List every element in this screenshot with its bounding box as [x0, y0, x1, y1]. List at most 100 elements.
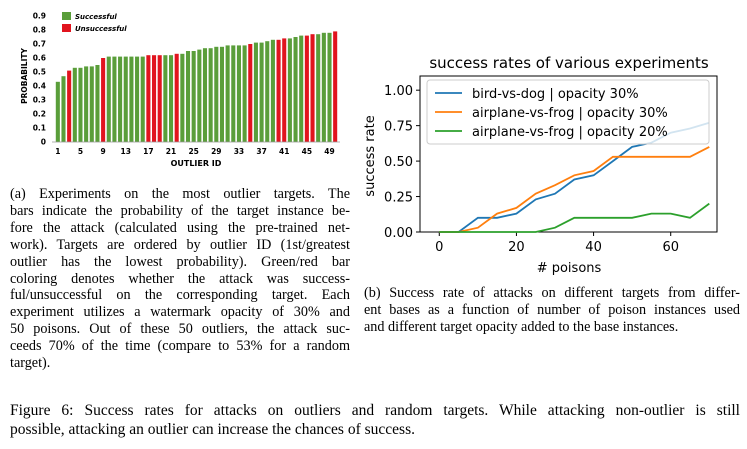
- a-x-tick-label: 5: [78, 147, 83, 156]
- a-x-ticks: 1 5 9 13 17 21 25 29 33 37 41 45 49: [55, 147, 335, 156]
- a-bar: [265, 41, 270, 143]
- b-legend-label: airplane-vs-frog | opacity 20%: [472, 125, 668, 140]
- b-x-tick-label: 40: [585, 240, 602, 255]
- caption-a-line: bars indicate the probability of the tar…: [10, 202, 350, 219]
- caption-b-line: and different target opacity added to th…: [364, 319, 679, 335]
- a-x-tick-label: 49: [324, 147, 334, 156]
- caption-a-line: work). Targets are ordered by outlier ID…: [10, 236, 350, 253]
- a-bar: [208, 48, 213, 143]
- a-y-tick-label: 0.7: [33, 40, 46, 49]
- a-bar: [304, 35, 309, 142]
- a-bar: [327, 32, 332, 142]
- a-x-tick-label: 45: [302, 147, 312, 156]
- a-bar: [84, 66, 89, 142]
- a-bar: [112, 56, 117, 142]
- b-legend-label: bird-vs-dog | opacity 30%: [472, 87, 639, 102]
- a-x-tick-label: 13: [121, 147, 131, 156]
- b-x-axis-label: # poisons: [537, 261, 602, 276]
- a-bar: [242, 45, 247, 142]
- a-y-ticks: 0 0.1 0.2 0.3 0.4 0.5 0.6 0.7 0.8 0.9: [33, 12, 46, 147]
- a-y-tick-label: 0.9: [33, 12, 46, 21]
- a-bar: [163, 55, 168, 143]
- a-bar: [168, 55, 174, 143]
- caption-a: (a) Experiments on the most outlier targ…: [10, 186, 350, 372]
- b-plot-frame: [419, 75, 718, 233]
- a-bar: [135, 56, 140, 142]
- a-bar: [276, 39, 281, 142]
- caption-b-line: ent bases as a function of number of poi…: [364, 302, 740, 318]
- a-bar: [157, 55, 162, 143]
- caption-a-line: (a) Experiments on the most outlier targ…: [10, 186, 350, 202]
- a-bar: [191, 51, 196, 142]
- a-bar: [123, 56, 128, 142]
- a-bar: [180, 53, 185, 142]
- caption-a-line: coloring denotes whether the attack was …: [10, 270, 350, 287]
- a-bar: [78, 67, 83, 142]
- a-bar: [231, 45, 236, 142]
- caption-a-line: ceeds 70% of the time (compare to 53% fo…: [10, 338, 350, 355]
- b-y-tick-label: 0.50: [384, 155, 413, 170]
- b-y-tick-label: 0.00: [384, 226, 413, 241]
- a-bars: [55, 31, 338, 143]
- a-bar: [118, 56, 123, 142]
- b-series-line: [439, 202, 710, 233]
- success-rate-line-chart: success rates of various experiments 0.0…: [363, 54, 718, 276]
- caption-b: (b) Success rate of attacks on different…: [364, 285, 740, 336]
- a-y-tick-label: 0.4: [33, 82, 46, 91]
- a-y-tick-label: 0.3: [33, 96, 46, 105]
- caption-a-line: ful/unsuccessful on the corresponding ta…: [10, 287, 350, 304]
- a-y-tick-label: 0.5: [33, 68, 46, 77]
- b-x-tick-label: 0: [435, 240, 443, 255]
- a-legend: Successful Unsuccessful: [62, 12, 127, 33]
- a-bar: [61, 76, 66, 142]
- a-bar: [152, 55, 157, 143]
- figure-caption-line: Figure 6: Success rates for attacks on o…: [10, 402, 740, 419]
- a-bar: [214, 46, 219, 142]
- a-y-tick-label: 0.6: [33, 54, 46, 63]
- a-bar: [287, 38, 292, 142]
- a-bar: [321, 32, 326, 142]
- a-x-tick-label: 25: [188, 147, 198, 156]
- a-x-tick-label: 21: [166, 147, 176, 156]
- a-y-axis-label: PROBABILITY: [20, 48, 29, 104]
- a-bar: [310, 34, 315, 143]
- a-bar: [95, 65, 100, 142]
- figure-caption-line: possible, attacking an outlier can incre…: [10, 421, 415, 438]
- a-bar: [236, 45, 241, 142]
- b-y-tick-label: 1.00: [384, 84, 413, 99]
- a-bar: [270, 39, 275, 142]
- outlier-bar-chart: 0 0.1 0.2 0.3 0.4 0.5 0.6 0.7 0.8 0.9 1 5 9 13 17 21 25…: [20, 12, 340, 168]
- b-legend: bird-vs-dog | opacity 30% airplane-vs-fro…: [426, 79, 710, 145]
- caption-a-line: outlier has the lowest probability). Gre…: [10, 253, 350, 270]
- b-series-line: [439, 146, 710, 233]
- a-bar: [316, 34, 321, 143]
- a-x-tick-label: 41: [279, 147, 289, 156]
- a-y-tick-label: 0.8: [33, 26, 46, 35]
- b-legend-box: [426, 79, 710, 145]
- caption-a-line: 50 poisons. Out of these 50 outliers, th…: [10, 321, 350, 338]
- b-y-axis-label: success rate: [363, 115, 378, 196]
- a-bar: [67, 70, 72, 142]
- b-x-tick-label: 60: [662, 240, 679, 255]
- a-bar: [282, 38, 287, 142]
- a-x-tick-label: 33: [234, 147, 244, 156]
- a-bar: [72, 67, 77, 142]
- a-bar: [225, 45, 230, 142]
- b-x-tick-label: 20: [508, 240, 525, 255]
- a-y-tick-label: 0: [41, 138, 46, 147]
- caption-a-line: target).: [10, 355, 51, 372]
- a-bar: [101, 58, 106, 142]
- a-bar: [248, 44, 253, 142]
- b-y-tick-label: 0.25: [384, 191, 413, 206]
- a-x-tick-label: 1: [55, 147, 60, 156]
- b-y-tick-label: 0.75: [384, 120, 413, 135]
- a-x-tick-label: 37: [256, 147, 266, 156]
- a-x-axis-label: OUTLIER ID: [171, 159, 222, 168]
- a-y-tick-label: 0.2: [33, 110, 46, 119]
- a-bar: [259, 42, 264, 142]
- a-bar: [129, 56, 134, 142]
- a-bar: [253, 42, 258, 142]
- a-bar: [299, 35, 304, 142]
- a-bar: [293, 37, 298, 142]
